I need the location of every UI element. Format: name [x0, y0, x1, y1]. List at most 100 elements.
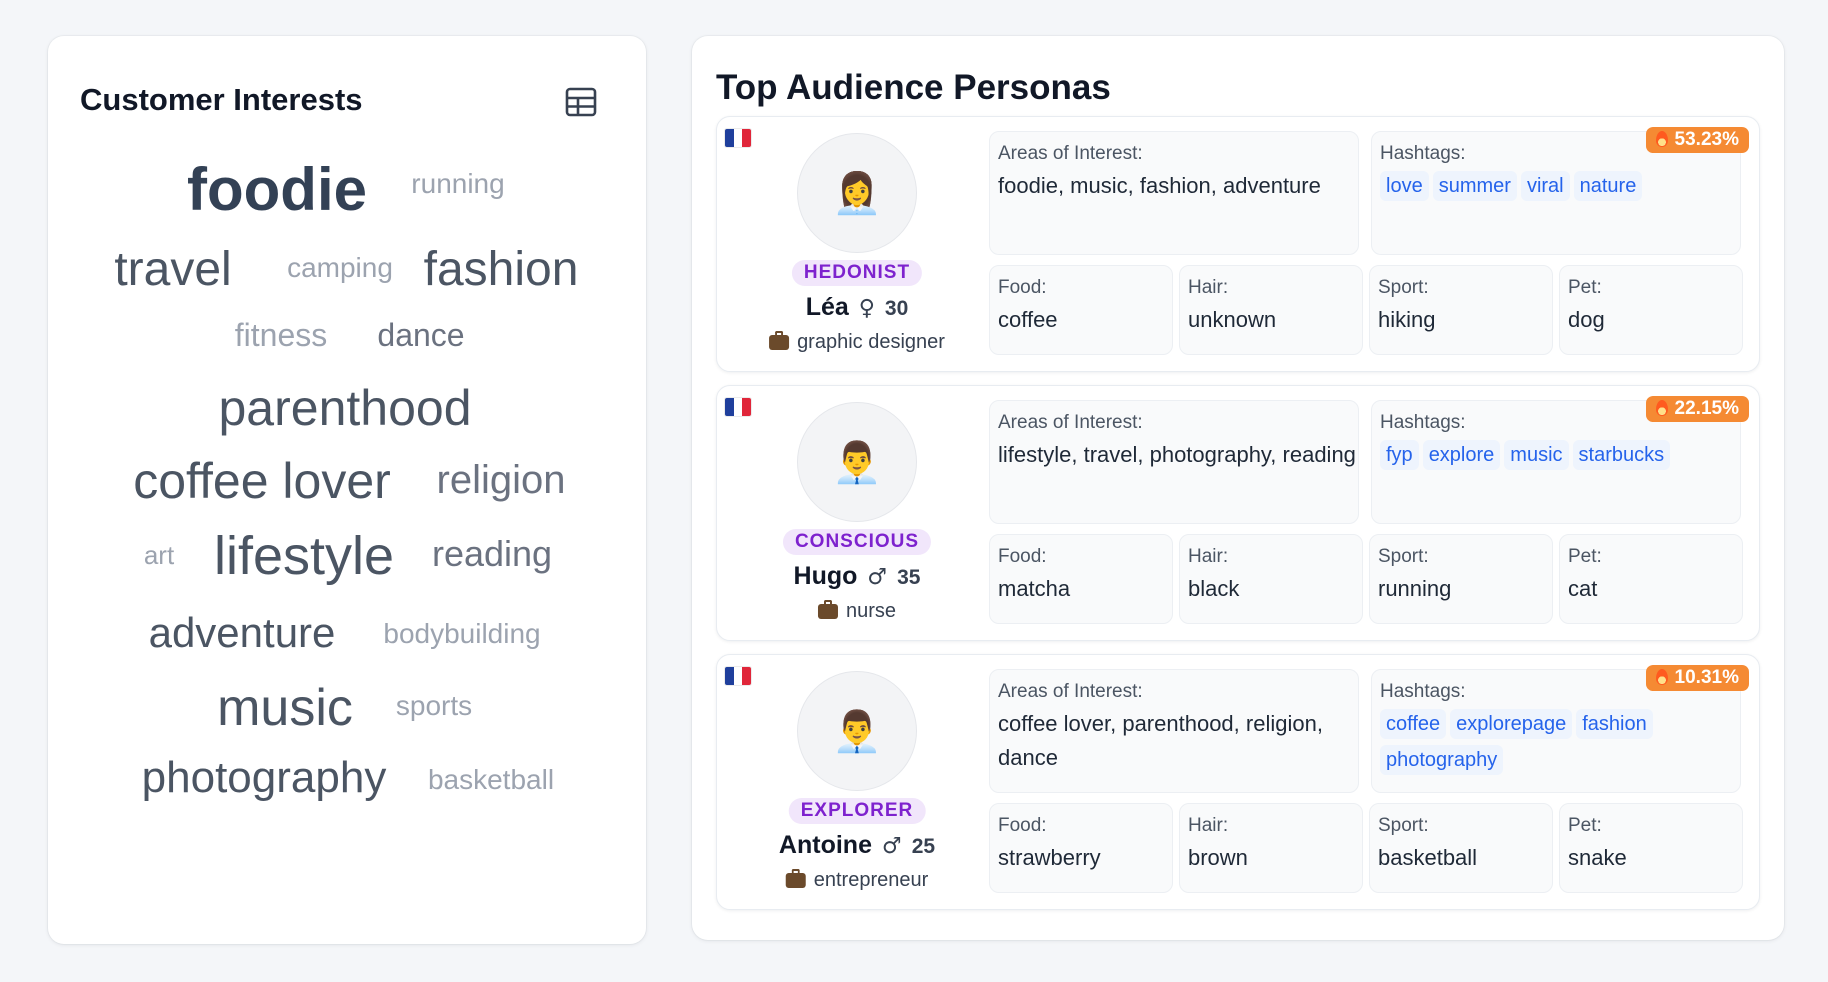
interests-title: Customer Interests [80, 82, 363, 117]
pet-value: snake [1568, 844, 1627, 870]
persona-job-row: graphic designer [769, 331, 945, 354]
share-percent: 22.15% [1674, 398, 1739, 419]
interest-word-basketball[interactable]: basketball [427, 764, 555, 795]
hashtags-label: Hashtags: [1380, 143, 1466, 164]
interest-word-music[interactable]: music [217, 679, 353, 737]
interest-word-photography[interactable]: photography [141, 753, 387, 802]
interest-word-sports[interactable]: sports [395, 690, 473, 721]
avatar-emoji: 👨‍💼 [832, 439, 882, 486]
avatar-emoji: 👩‍💼 [832, 170, 882, 217]
pet-box: Pet: dog [1559, 265, 1743, 355]
hashtag-coffee[interactable]: coffee [1380, 708, 1447, 739]
hashtag-viral[interactable]: viral [1520, 170, 1570, 201]
hashtag-list: love summer viral nature [1380, 170, 1740, 201]
briefcase-icon [769, 331, 790, 350]
persona-name-row: Hugo ♂ 35 [794, 562, 921, 591]
table-icon[interactable] [564, 85, 598, 119]
avatar: 👩‍💼 [797, 133, 917, 253]
persona-age: 30 [884, 297, 909, 320]
gender-icon: ♀ [858, 296, 875, 321]
hashtag-photography[interactable]: photography [1380, 744, 1504, 775]
sport-box: Sport: hiking [1369, 265, 1553, 355]
sport-value: running [1378, 575, 1452, 601]
sport-box: Sport: running [1369, 534, 1553, 624]
fire-icon [1655, 669, 1668, 685]
interest-word-dance[interactable]: dance [377, 317, 465, 353]
food-box: Food: strawberry [989, 803, 1173, 893]
interest-word-running[interactable]: running [411, 168, 505, 199]
hashtag-starbucks[interactable]: starbucks [1572, 439, 1671, 470]
persona-age: 25 [911, 835, 936, 858]
persona-job-row: entrepreneur [785, 869, 929, 892]
interest-word-reading[interactable]: reading [431, 533, 553, 574]
share-percent: 10.31% [1674, 667, 1739, 688]
pet-box: Pet: cat [1559, 534, 1743, 624]
hair-label: Hair: [1188, 546, 1229, 567]
fire-icon [1655, 131, 1668, 147]
persona-card-léa[interactable]: 👩‍💼 HEDONIST Léa ♀ 30 graphic designer A… [716, 116, 1760, 372]
sport-label: Sport: [1378, 815, 1429, 836]
interest-word-foodie[interactable]: foodie [187, 156, 367, 223]
avatar-emoji: 👨‍💼 [832, 708, 882, 755]
food-label: Food: [998, 546, 1047, 567]
hashtag-music[interactable]: music [1504, 439, 1569, 470]
areas-value: lifestyle, travel, photography, reading [998, 441, 1356, 467]
interest-word-adventure[interactable]: adventure [148, 609, 336, 656]
sport-box: Sport: basketball [1369, 803, 1553, 893]
persona-card-antoine[interactable]: 👨‍💼 EXPLORER Antoine ♂ 25 entrepreneur A… [716, 654, 1760, 910]
persona-card-hugo[interactable]: 👨‍💼 CONSCIOUS Hugo ♂ 35 nurse Areas of I… [716, 385, 1760, 641]
hashtag-fashion[interactable]: fashion [1576, 708, 1653, 739]
persona-job: nurse [845, 600, 897, 622]
persona-job: entrepreneur [813, 869, 929, 891]
interest-word-coffee-lover[interactable]: coffee lover [133, 453, 391, 509]
pet-value: cat [1568, 575, 1598, 601]
hair-value: brown [1188, 844, 1248, 870]
hair-box: Hair: brown [1179, 803, 1363, 893]
briefcase-icon [785, 869, 806, 888]
hashtag-love[interactable]: love [1380, 170, 1429, 201]
gender-icon: ♂ [867, 565, 888, 590]
interest-word-fitness[interactable]: fitness [234, 317, 328, 353]
areas-of-interest-box: Areas of Interest: foodie, music, fashio… [989, 131, 1359, 255]
hair-box: Hair: unknown [1179, 265, 1363, 355]
persona-job-row: nurse [817, 600, 897, 623]
persona-name-row: Léa ♀ 30 [806, 293, 909, 322]
sport-label: Sport: [1378, 546, 1429, 567]
interest-word-camping[interactable]: camping [287, 252, 393, 283]
interest-word-religion[interactable]: religion [436, 458, 566, 502]
hashtag-list: fyp explore music starbucks [1380, 439, 1740, 470]
areas-of-interest-box: Areas of Interest: lifestyle, travel, ph… [989, 400, 1359, 524]
food-box: Food: coffee [989, 265, 1173, 355]
personas-title: Top Audience Personas [716, 68, 1111, 107]
persona-job: graphic designer [797, 331, 945, 353]
gender-icon: ♂ [881, 834, 902, 859]
avatar: 👨‍💼 [797, 671, 917, 791]
sport-label: Sport: [1378, 277, 1429, 298]
interest-word-lifestyle[interactable]: lifestyle [213, 526, 395, 586]
areas-label: Areas of Interest: [998, 143, 1143, 164]
hashtag-fyp[interactable]: fyp [1380, 439, 1419, 470]
hashtag-explorepage[interactable]: explorepage [1450, 708, 1573, 739]
food-label: Food: [998, 815, 1047, 836]
hair-label: Hair: [1188, 815, 1229, 836]
interest-word-travel[interactable]: travel [114, 243, 232, 296]
persona-name-row: Antoine ♂ 25 [779, 831, 935, 860]
areas-value: coffee lover, parenthood, religion, danc… [998, 710, 1323, 770]
share-percent-badge: 22.15% [1645, 396, 1749, 422]
persona-type-badge: EXPLORER [788, 798, 926, 824]
pet-label: Pet: [1568, 277, 1602, 298]
interest-word-fashion[interactable]: fashion [423, 243, 579, 296]
france-flag-icon [725, 398, 751, 416]
interest-word-parenthood[interactable]: parenthood [218, 380, 472, 436]
areas-label: Areas of Interest: [998, 412, 1143, 433]
hashtag-nature[interactable]: nature [1573, 170, 1643, 201]
interest-word-bodybuilding[interactable]: bodybuilding [383, 618, 541, 649]
hashtag-list: coffee explorepage fashion photography [1380, 708, 1740, 775]
food-value: strawberry [998, 844, 1101, 870]
interest-word-art[interactable]: art [143, 540, 175, 570]
hashtag-summer[interactable]: summer [1432, 170, 1517, 201]
food-value: coffee [998, 306, 1058, 332]
share-percent: 53.23% [1674, 129, 1739, 150]
hashtag-explore[interactable]: explore [1422, 439, 1501, 470]
share-percent-badge: 53.23% [1645, 127, 1749, 153]
